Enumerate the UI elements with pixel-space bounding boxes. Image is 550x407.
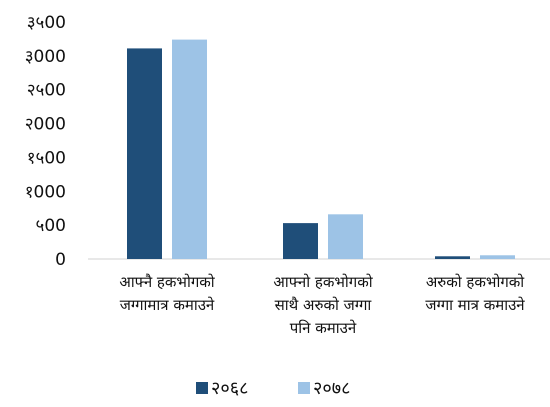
- y-tick-label: ३५00: [27, 13, 66, 33]
- category-label: जग्गा मात्र कमाउने: [425, 296, 525, 314]
- category-label: पनि कमाउने: [290, 319, 357, 337]
- y-tick-label: ३000: [25, 47, 66, 67]
- bar-series-0-category-0: [127, 48, 162, 260]
- y-tick-label: 0: [55, 250, 66, 270]
- category-label: जग्गामात्र कमाउने: [120, 296, 215, 314]
- category-labels: आफ्नै हकभोगको जग्गामात्र कमाउने आफ्नो हकभो…: [119, 273, 525, 337]
- bar-series-1-category-2: [480, 255, 515, 259]
- bar-series-1-category-1: [328, 214, 363, 259]
- y-axis-ticks: 0 ५00 १000 १५00 २000 २५00 ३000 ३५00: [25, 13, 66, 270]
- y-tick-label: १000: [25, 182, 66, 202]
- y-tick-label: १५00: [27, 148, 66, 168]
- legend-label: २०६८: [211, 378, 248, 399]
- y-tick-label: २000: [25, 115, 66, 135]
- category-label: आफ्नो हकभोगको: [273, 273, 373, 291]
- y-tick-label: २५00: [27, 81, 66, 101]
- category-label: अरुको हकभोगको: [426, 273, 525, 291]
- bar-series-1-category-0: [172, 39, 207, 259]
- legend-swatch-1: [298, 382, 310, 394]
- bar-series-0-category-1: [283, 223, 318, 259]
- bar-series-group: [127, 39, 515, 260]
- legend: २०६८ २०७८: [196, 378, 350, 399]
- legend-swatch-0: [196, 382, 208, 394]
- legend-label: २०७८: [313, 378, 350, 399]
- category-label: आफ्नै हकभोगको: [119, 273, 215, 291]
- y-tick-label: ५00: [36, 216, 66, 236]
- category-label: साथै अरुको जग्गा: [275, 296, 373, 314]
- bar-series-0-category-2: [435, 256, 470, 259]
